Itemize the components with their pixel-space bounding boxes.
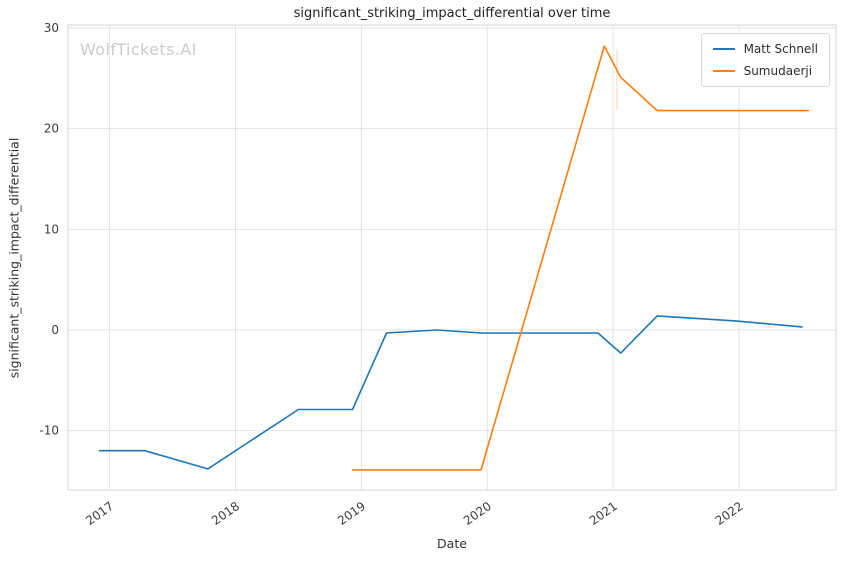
y-tick-label: 20 (44, 122, 59, 136)
series-line-matt-schnell (98, 315, 803, 470)
y-tick-label: -10 (39, 424, 59, 438)
x-tick-label: 2021 (587, 499, 620, 528)
legend: Matt Schnell Sumudaerji (700, 33, 830, 87)
x-tick-label: 2018 (209, 499, 242, 528)
y-axis-label: significant_striking_impact_differential (6, 137, 22, 379)
y-tick-label: 10 (44, 222, 59, 236)
x-axis-label: Date (437, 536, 467, 551)
legend-item-matt-schnell: Matt Schnell (712, 42, 818, 56)
legend-label-matt-schnell: Matt Schnell (743, 42, 818, 56)
y-tick-label: 0 (51, 323, 59, 337)
watermark: WolfTickets.AI (80, 40, 197, 59)
legend-item-sumudaerji: Sumudaerji (712, 64, 818, 78)
legend-swatch-sumudaerji (712, 70, 735, 72)
legend-swatch-matt-schnell (712, 48, 735, 50)
plot-border (67, 24, 837, 491)
x-tick-label: 2017 (83, 499, 116, 528)
x-tick-label: 2022 (713, 499, 746, 528)
series-line-sumudaerji (351, 45, 810, 471)
chart-title: significant_striking_impact_differential… (293, 6, 611, 21)
x-tick-label: 2019 (335, 499, 368, 528)
x-tick-label: 2020 (461, 499, 494, 528)
y-tick-label: 30 (44, 21, 59, 35)
legend-label-sumudaerji: Sumudaerji (743, 64, 813, 78)
